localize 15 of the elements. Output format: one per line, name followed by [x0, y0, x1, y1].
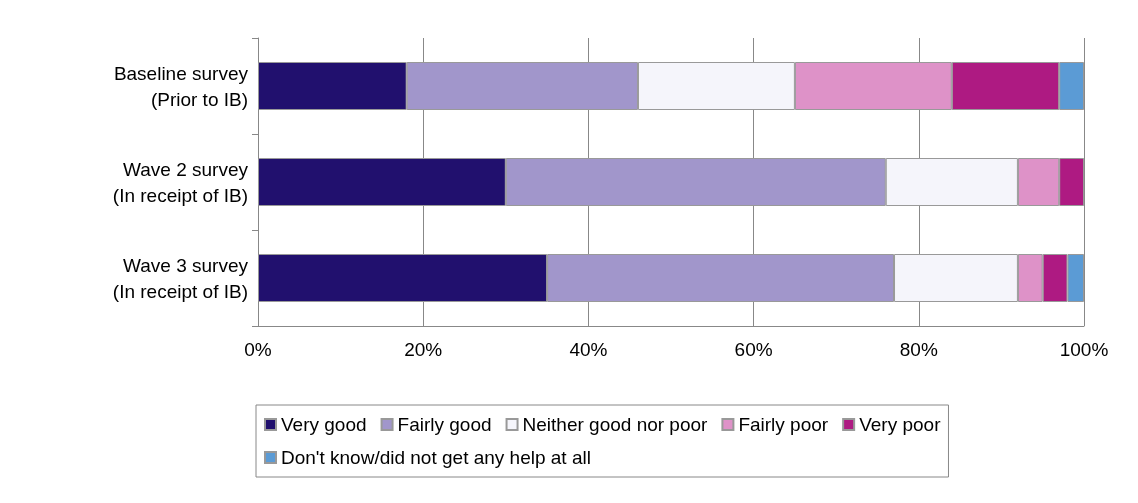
legend-label: Neither good nor poor: [522, 414, 709, 435]
legend-label: Fairly good: [397, 414, 492, 435]
legend-label: Don't know/did not get any help at all: [281, 447, 591, 468]
x-tick-label: 0%: [244, 339, 272, 360]
y-tick-label: Wave 2 survey (In receipt of IB): [112, 158, 249, 206]
x-tick-label: 20%: [404, 339, 443, 360]
legend-label: Fairly poor: [738, 414, 829, 435]
x-tick-label: 100%: [1059, 339, 1109, 360]
x-tick-label: 40%: [569, 339, 608, 360]
y-tick-label: Wave 3 survey (In receipt of IB): [112, 254, 249, 302]
y-tick-label: Baseline survey (Prior to IB): [113, 62, 249, 110]
x-tick-label: 60%: [734, 339, 773, 360]
legend-label: Very good: [281, 414, 367, 435]
x-tick-label: 80%: [899, 339, 938, 360]
legend-label: Very poor: [859, 414, 942, 435]
